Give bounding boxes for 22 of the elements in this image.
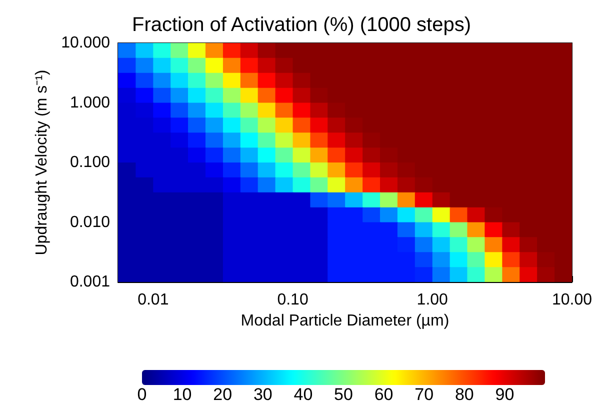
color-bar-label: 20 — [213, 384, 232, 404]
x-tick-label: 10.00 — [552, 292, 592, 308]
y-tick-label: 0.010 — [70, 214, 110, 231]
y-tick-label: 10.000 — [61, 34, 110, 52]
x-tick-label: 1.00 — [416, 292, 448, 308]
color-bar-label: 10 — [172, 384, 192, 404]
y-axis-title: Updraught Velocity (m s⁻¹) — [34, 70, 51, 256]
color-bar-label: 60 — [374, 384, 394, 404]
color-bar-label: 40 — [294, 384, 313, 404]
y-tick-label: 1.000 — [70, 94, 110, 112]
y-tick-label: 0.001 — [70, 274, 110, 290]
color-bar-label: 80 — [454, 384, 474, 404]
color-bar-label: 50 — [334, 384, 353, 404]
color-bar-label: 90 — [495, 384, 514, 404]
chart-title: Fraction of Activation (%) (1000 steps) — [132, 14, 472, 36]
x-tick-label: 0.01 — [138, 292, 169, 308]
y-tick-label: 0.100 — [70, 154, 110, 171]
color-bar-label: 0 — [137, 384, 147, 404]
x-tick-label: 0.10 — [277, 292, 308, 308]
color-bar-label: 70 — [414, 384, 434, 404]
color-bar-label: 30 — [253, 384, 272, 404]
x-axis-title: Modal Particle Diameter (µm) — [240, 312, 450, 330]
